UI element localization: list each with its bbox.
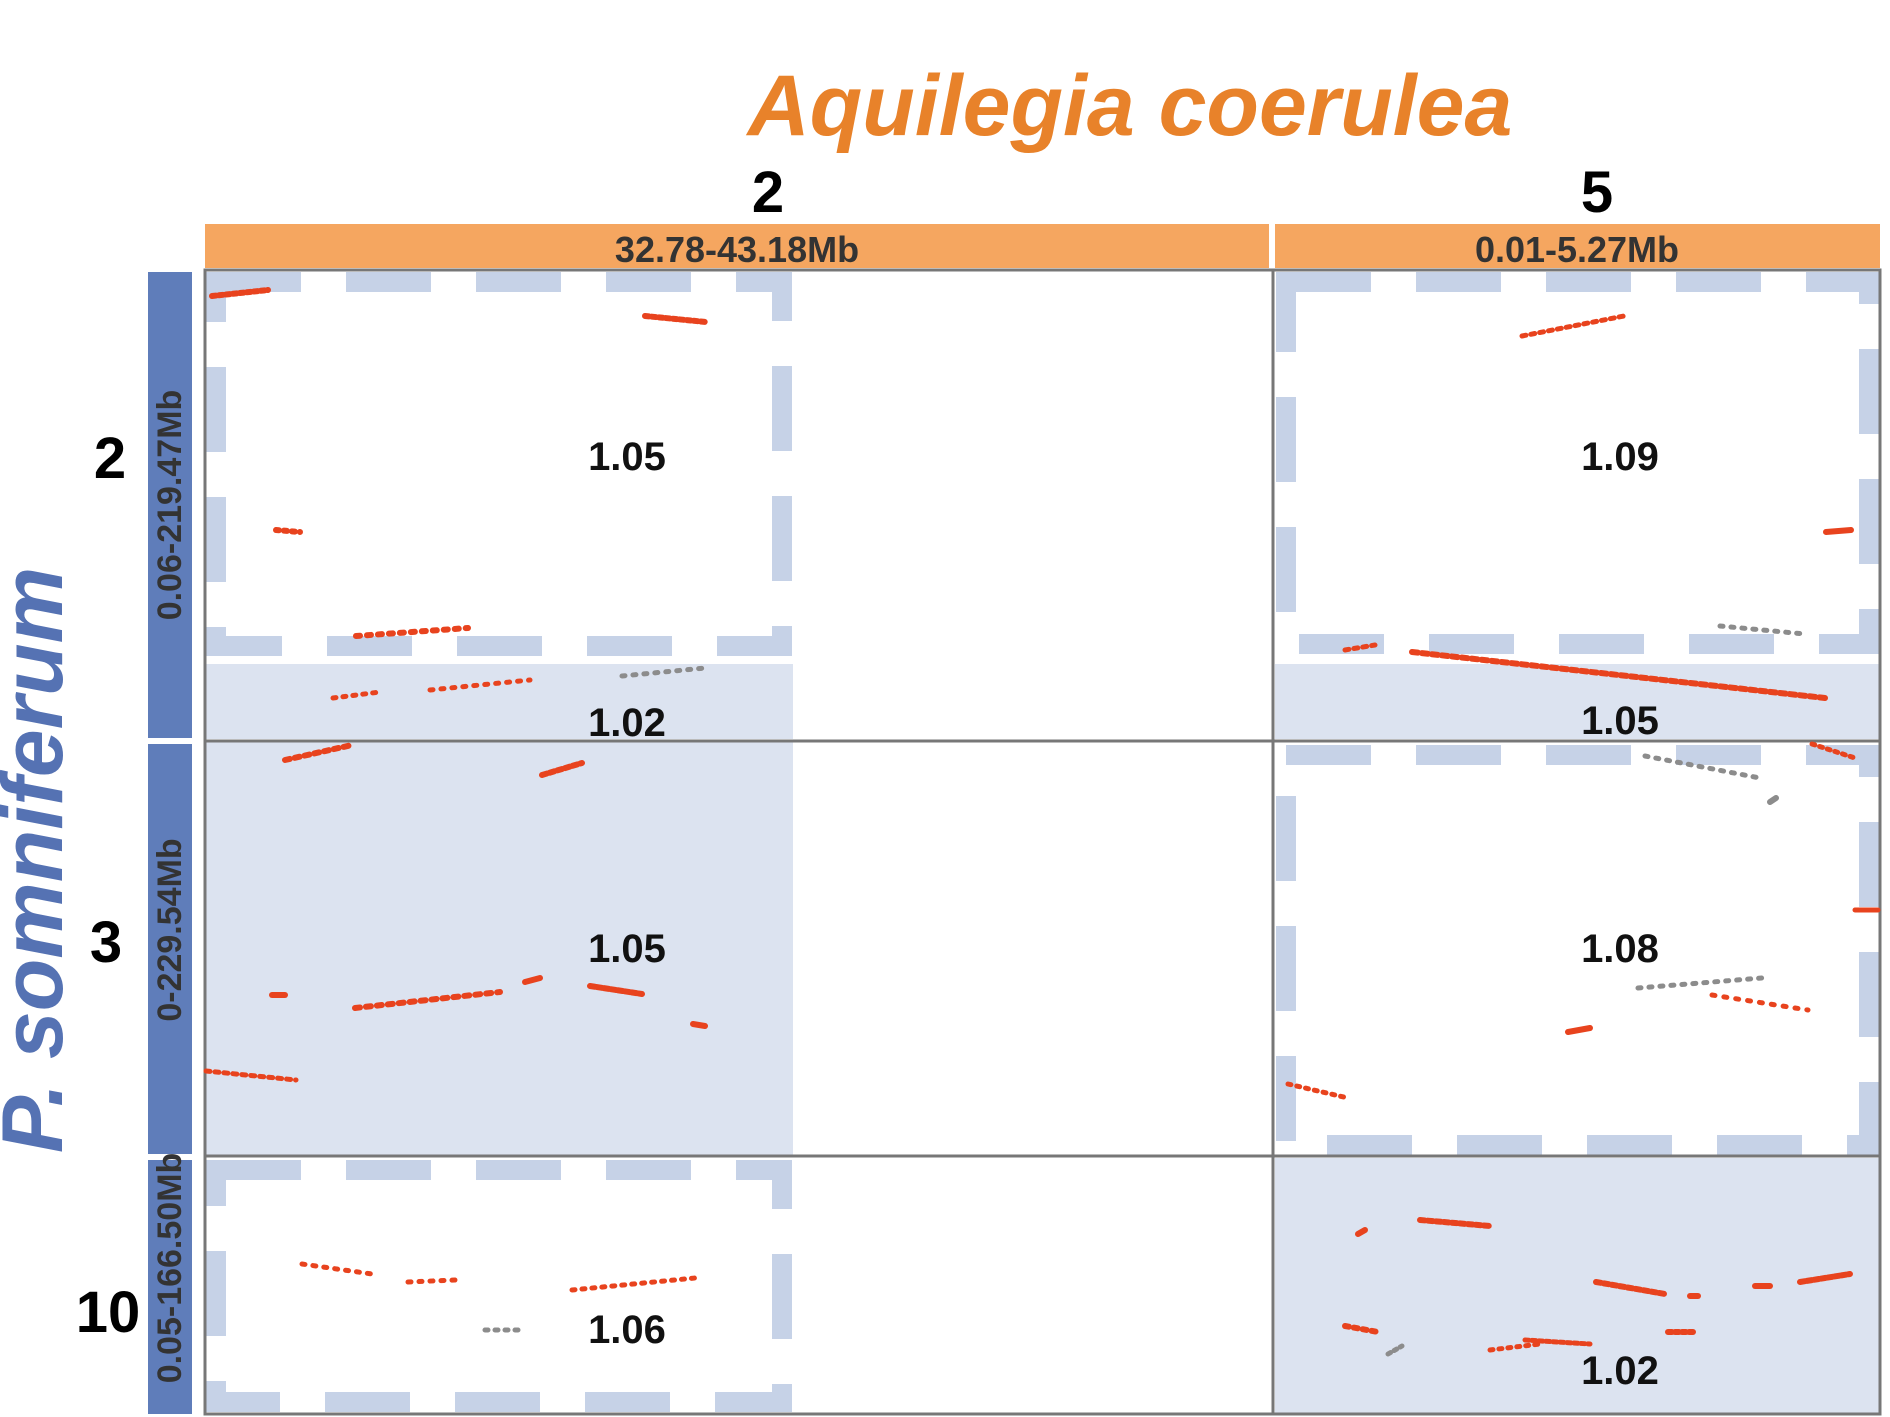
plot-border	[203, 268, 1882, 1416]
synteny-segment	[353, 625, 471, 639]
row-bar-2	[148, 272, 192, 738]
synteny-segment	[539, 760, 585, 778]
column-chrom-label-2: 2	[752, 160, 784, 225]
dashed-box-5-3	[1276, 745, 1879, 1155]
synteny-segment	[690, 1021, 708, 1029]
synteny-segment	[1342, 642, 1378, 653]
row-chrom-label-10: 10	[76, 1280, 141, 1345]
synteny-segment	[1809, 741, 1858, 761]
synteny-segment	[1385, 1343, 1405, 1357]
synteny-segment	[1342, 1323, 1381, 1335]
row-chrom-label-2: 2	[94, 426, 126, 491]
ratio-label: 1.05	[588, 927, 666, 971]
ratio-label: 1.09	[1581, 435, 1659, 479]
synteny-segment	[569, 1275, 698, 1293]
ratio-label: 1.02	[588, 701, 666, 745]
ratio-label: 1.08	[1581, 927, 1659, 971]
synteny-segment	[1717, 623, 1808, 637]
synteny-segment	[1709, 992, 1811, 1013]
synteny-segment	[1519, 313, 1627, 339]
synteny-segment	[203, 1068, 299, 1083]
synteny-segment	[299, 1261, 375, 1277]
ratio-label: 1.02	[1581, 1349, 1659, 1393]
synteny-segment	[642, 313, 709, 325]
column-range-label-5: 0.01-5.27Mb	[1475, 229, 1679, 270]
highlight-5-10	[1275, 1158, 1880, 1414]
ratio-label: 1.05	[1581, 699, 1659, 743]
synteny-segment	[1355, 1227, 1368, 1237]
synteny-segment	[1522, 1337, 1593, 1347]
synteny-segment	[1487, 1341, 1543, 1353]
synteny-segment	[1767, 795, 1779, 805]
synteny-segment	[405, 1277, 458, 1285]
synteny-segment	[1635, 975, 1765, 991]
column-bar-2	[205, 224, 1269, 268]
synteny-segment	[1285, 1081, 1351, 1101]
dashed-box-2-2a	[206, 272, 792, 656]
main-title: Aquilegia coerulea	[746, 58, 1513, 154]
row-range-label-3: 0-229.54Mb	[151, 838, 189, 1021]
synteny-segment	[1642, 753, 1763, 781]
synteny-segment	[273, 527, 303, 535]
column-range-label-2: 32.78-43.18Mb	[615, 229, 859, 270]
synteny-segment	[1593, 1279, 1668, 1297]
synteny-segment	[1565, 1025, 1593, 1035]
synteny-points	[203, 287, 1881, 1357]
ratio-label: 1.06	[588, 1308, 666, 1352]
row-range-label-2: 0.06-219.47Mb	[151, 390, 189, 621]
synteny-segment	[282, 742, 355, 763]
row-range-label-10: 0.05-166.50Mb	[151, 1153, 189, 1384]
row-bar-3	[148, 744, 192, 1154]
synteny-segment	[1417, 1217, 1493, 1229]
synteny-segment	[1409, 649, 1828, 701]
row-chrom-label-3: 3	[90, 910, 122, 975]
highlight-2-3	[205, 742, 793, 1155]
synteny-segment	[619, 665, 708, 679]
synteny-segment	[1823, 527, 1854, 535]
ratio-label: 1.05	[588, 435, 666, 479]
synteny-segment	[330, 689, 383, 701]
column-bar-5	[1275, 224, 1880, 268]
row-bar-10	[148, 1160, 192, 1414]
synteny-segment	[587, 983, 645, 997]
highlight-5-2b	[1275, 664, 1880, 739]
synteny-segment	[1797, 1271, 1853, 1285]
y-axis-title: P. somniferum	[0, 567, 81, 1153]
dashed-box-5-2a	[1276, 272, 1879, 654]
synteny-segment	[352, 989, 503, 1011]
highlight-2-2b	[205, 664, 793, 739]
dashed-box-2-10	[206, 1160, 792, 1412]
synteny-segment	[522, 975, 543, 985]
column-chrom-label-5: 5	[1581, 160, 1613, 225]
synteny-segment	[209, 287, 271, 299]
